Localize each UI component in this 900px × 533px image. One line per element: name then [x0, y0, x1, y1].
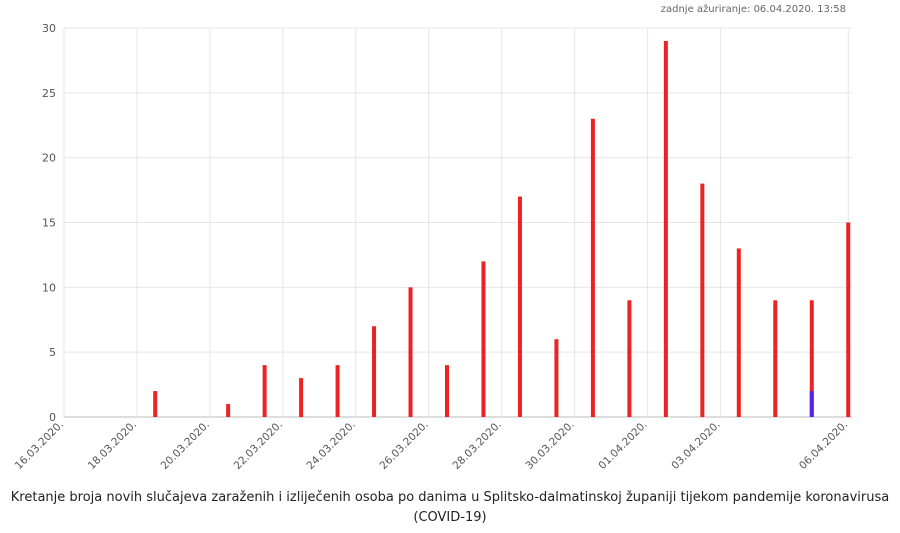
bar-infected — [226, 404, 231, 417]
bar-infected — [627, 300, 632, 417]
last-updated-text: zadnje ažuriranje: 06.04.2020. 13:58 — [660, 4, 846, 15]
y-tick-label: 10 — [42, 281, 56, 294]
bar-infected — [663, 40, 668, 417]
bar-infected — [554, 339, 559, 417]
bar-infected — [736, 248, 741, 417]
x-tick-label: 01.04.2020. — [596, 419, 649, 472]
bar-infected — [809, 300, 814, 417]
bar-infected — [335, 365, 340, 417]
bar-infected — [262, 365, 267, 417]
bar-infected — [517, 196, 522, 417]
x-tick-label: 30.03.2020. — [523, 419, 576, 472]
bar-infected — [590, 118, 595, 418]
bar-infected — [846, 222, 851, 417]
x-tick-label: 18.03.2020. — [86, 419, 139, 472]
y-tick-label: 5 — [49, 346, 56, 359]
x-tick-label: 16.03.2020. — [13, 419, 66, 472]
bar-infected — [773, 300, 778, 417]
bar-infected — [372, 326, 377, 417]
bar-infected — [153, 391, 158, 417]
y-tick-label: 20 — [42, 152, 56, 165]
x-tick-label: 20.03.2020. — [159, 419, 212, 472]
bar-chart: 0 5 10 15 20 25 30 16.03.2020. 18.03.2020. 20.03.… — [13, 22, 852, 472]
y-tick-label: 30 — [42, 22, 56, 35]
x-tick-label: 24.03.2020. — [305, 419, 358, 472]
bar-infected — [700, 183, 705, 417]
x-tick-label: 22.03.2020. — [232, 419, 285, 472]
x-tick-label: 28.03.2020. — [450, 419, 503, 472]
bar-infected — [299, 378, 304, 417]
bar-recovered — [809, 391, 814, 417]
bar-infected — [481, 261, 486, 417]
bar-infected — [445, 365, 449, 417]
bar-infected — [408, 287, 413, 417]
x-tick-label: 06.04.2020. — [797, 419, 850, 472]
y-tick-label: 0 — [49, 411, 56, 424]
x-tick-label: 03.04.2020. — [669, 419, 722, 472]
y-tick-label: 25 — [42, 87, 56, 100]
chart-caption: Kretanje broja novih slučajeva zaraženih… — [10, 490, 890, 525]
y-tick-label: 15 — [42, 217, 56, 230]
x-tick-label: 26.03.2020. — [378, 419, 431, 472]
